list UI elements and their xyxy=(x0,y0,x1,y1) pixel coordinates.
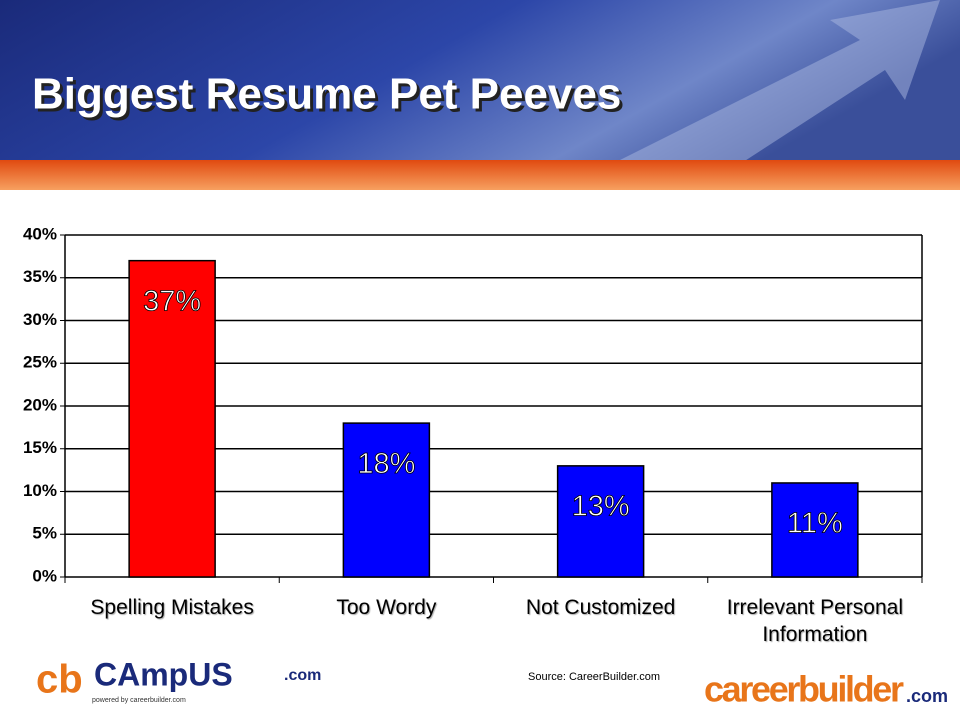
y-tick-label: 30% xyxy=(23,310,57,329)
logo-text: CAmpUS xyxy=(94,656,233,692)
y-tick-label: 0% xyxy=(32,566,57,585)
y-tick-label: 5% xyxy=(32,524,57,543)
bar xyxy=(128,259,216,578)
chart-title: Biggest Resume Pet Peeves xyxy=(32,70,621,119)
orange-band xyxy=(0,160,960,190)
value-label: 13% xyxy=(572,491,630,523)
value-label: 18% xyxy=(357,448,415,480)
logo-text: powered by careerbuilder.com xyxy=(92,697,186,704)
y-tick-label: 20% xyxy=(23,395,57,414)
source-note: Source: CareerBuilder.com xyxy=(528,671,660,683)
x-tick-label: Too Wordy xyxy=(336,596,437,619)
logo-text: careerbuilder xyxy=(704,669,904,710)
title-shadow: Biggest Resume Pet Peeves xyxy=(35,73,624,122)
y-tick-label: 15% xyxy=(23,438,57,457)
bar xyxy=(342,422,431,578)
bar xyxy=(556,465,645,578)
y-tick-label: 25% xyxy=(23,353,57,372)
y-tick-label: 10% xyxy=(23,481,57,500)
x-tick-label: Not Customized xyxy=(525,596,676,619)
value-label: 37% xyxy=(143,285,201,317)
x-tick-label: Irrelevant Personal Information xyxy=(726,596,903,646)
y-tick-label: 40% xyxy=(23,224,57,243)
logo-text: cb xyxy=(36,658,83,702)
value-label: 11% xyxy=(787,508,843,540)
y-tick-label: 35% xyxy=(23,267,57,286)
bar xyxy=(771,482,859,578)
logo-text: .com xyxy=(284,667,321,684)
x-tick-label: Spelling Mistakes xyxy=(90,596,254,619)
logo-text: .com xyxy=(906,686,948,706)
arrow-graphic xyxy=(620,0,940,190)
